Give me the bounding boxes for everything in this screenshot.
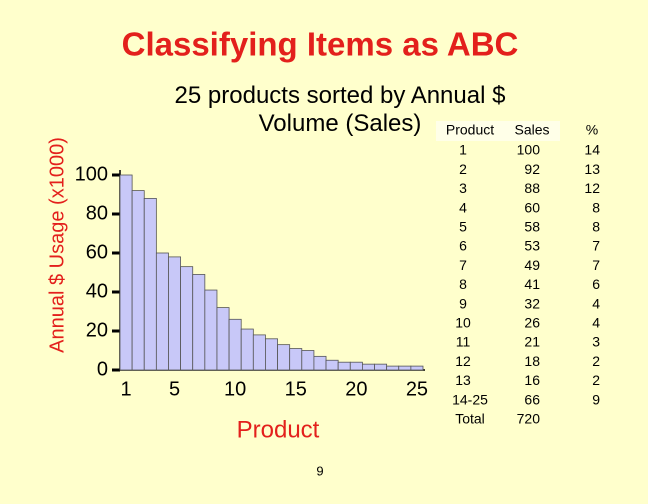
y-tick-label: 40: [86, 280, 108, 302]
table-cell: 4: [592, 315, 600, 331]
x-tick-label: 15: [285, 378, 307, 400]
x-axis-label: Product: [237, 416, 320, 443]
table-cell: 14: [584, 142, 600, 158]
bar: [204, 289, 218, 371]
bar: [398, 365, 412, 371]
bar: [192, 274, 206, 371]
x-tick-label: 1: [120, 378, 131, 400]
table-header: Product: [446, 122, 494, 138]
table-cell: 9: [459, 295, 467, 311]
table-cell: 16: [524, 372, 540, 388]
bar: [349, 361, 363, 371]
bar: [325, 359, 339, 371]
table-cell: 21: [524, 334, 540, 350]
subtitle-box: 25 products sorted by Annual $ Volume (S…: [174, 82, 506, 137]
chart-subtitle: 25 products sorted by Annual $ Volume (S…: [174, 82, 506, 137]
y-tick-label: 60: [86, 241, 108, 263]
table-cell: 13: [584, 161, 600, 177]
table-cell: 10: [455, 315, 471, 331]
bar: [180, 266, 194, 371]
bar: [265, 338, 278, 371]
table-cell: 53: [524, 238, 540, 254]
table-cell: 8: [592, 199, 600, 215]
table-cell: 100: [517, 142, 541, 158]
table-cell: 7: [592, 238, 600, 254]
table-cell: 2: [459, 161, 467, 177]
table-cell: 11: [456, 334, 471, 350]
table-cell: 60: [524, 199, 540, 215]
bar: [131, 190, 145, 371]
y-tick-label: 20: [86, 319, 108, 341]
bar: [216, 307, 230, 371]
bar: [252, 334, 266, 371]
bar: [168, 256, 181, 371]
bar: [361, 363, 375, 371]
table-cell: 32: [524, 295, 540, 311]
table-cell: 4: [592, 295, 600, 311]
bar: [277, 344, 291, 371]
table-cell: 5: [459, 219, 467, 235]
bar: [143, 197, 157, 371]
x-tick-label: 5: [169, 378, 180, 400]
table-header: Sales: [514, 122, 549, 138]
table-cell: 14-25: [452, 391, 488, 407]
table-cell: 2: [592, 353, 600, 369]
table-header: %: [586, 122, 598, 138]
table-cell: 18: [524, 353, 540, 369]
table-cell: 7: [459, 257, 467, 273]
bar: [313, 355, 327, 371]
bar: [337, 361, 351, 371]
table-cell: 6: [459, 238, 467, 254]
table-cell: 2: [592, 372, 600, 388]
table-cell: 8: [459, 276, 467, 292]
table-header-bg: [436, 121, 560, 141]
y-tick-label: 0: [97, 358, 108, 380]
table-cell: 41: [524, 276, 540, 292]
table-cell: 12: [584, 180, 600, 196]
y-tick-label: 100: [75, 163, 108, 185]
bar: [289, 348, 303, 371]
table-cell: 66: [524, 391, 540, 407]
bar: [386, 365, 400, 371]
table-cell: 3: [459, 180, 467, 196]
bar: [374, 363, 388, 371]
bar: [155, 252, 169, 371]
bar: [119, 174, 133, 371]
bar: [228, 318, 242, 371]
bar: [301, 350, 315, 371]
y-tick-label: 80: [86, 202, 108, 224]
table-cell: 1: [459, 142, 467, 158]
x-tick-label: 25: [406, 378, 428, 400]
table-cell: 6: [592, 276, 600, 292]
bar: [240, 328, 254, 371]
table-cell: 720: [517, 411, 541, 427]
table-cell: 8: [592, 219, 600, 235]
chart-title: Classifying Items as ABC: [122, 26, 519, 63]
page-number: 9: [316, 463, 323, 478]
table-cell: 9: [592, 391, 600, 407]
table-cell: 49: [524, 257, 540, 273]
x-tick-label: 20: [345, 378, 367, 400]
bar: [410, 365, 424, 371]
table-cell: Total: [455, 411, 485, 427]
table-cell: 4: [459, 199, 467, 215]
table-cell: 58: [524, 219, 540, 235]
x-tick-label: 10: [224, 378, 246, 400]
table-cell: 3: [592, 334, 600, 350]
table-cell: 26: [524, 315, 540, 331]
table-cell: 92: [524, 161, 540, 177]
y-axis-label: Annual $ Usage (x1000): [46, 137, 68, 353]
table-cell: 7: [592, 257, 600, 273]
table-cell: 88: [524, 180, 540, 196]
table-cell: 12: [455, 353, 471, 369]
table-cell: 13: [455, 372, 471, 388]
